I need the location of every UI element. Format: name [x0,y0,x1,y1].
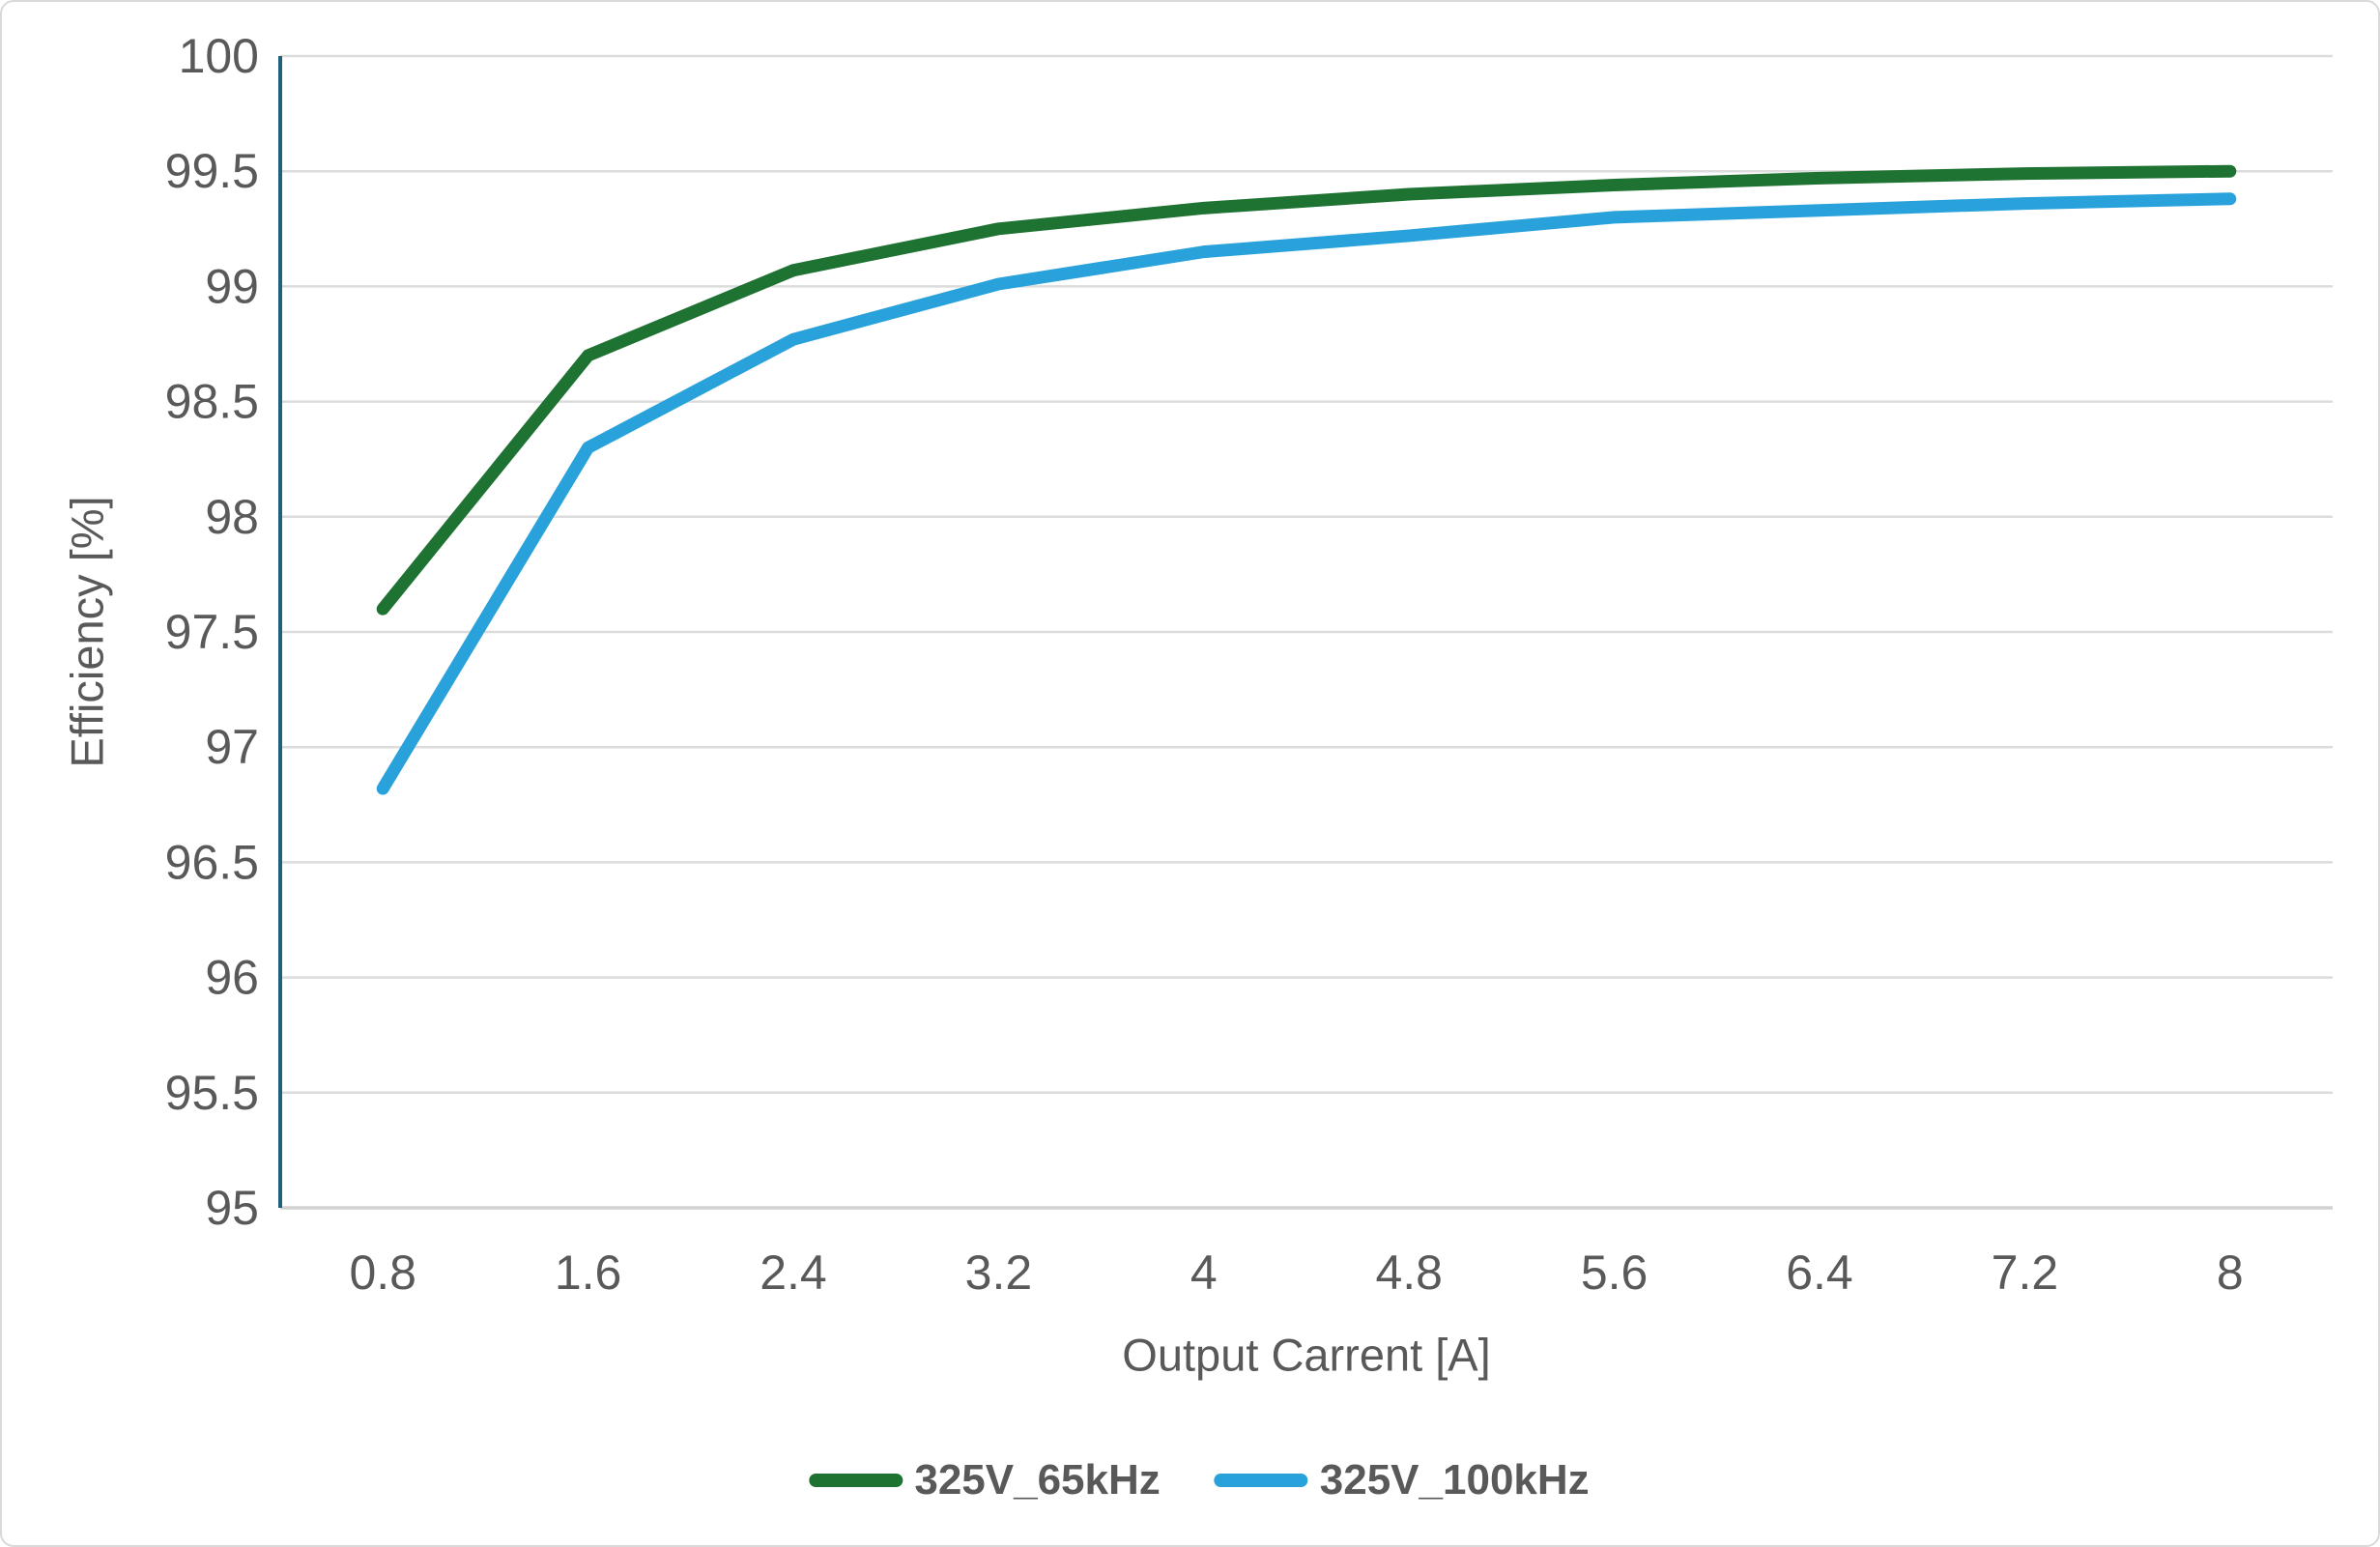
series-line-325V_65kHz [376,164,2237,616]
legend-item-100khz: 325V_100kHz [1214,1456,1590,1504]
y-tick-label: 96.5 [165,835,259,889]
x-tick-label: 0.8 [349,1246,416,1300]
y-tick-label: 99 [205,259,259,313]
legend: 325V_65kHz 325V_100kHz [809,1456,1590,1504]
x-tick-label: 5.6 [1581,1246,1649,1300]
y-tick-label: 97.5 [165,605,259,659]
x-tick-label: 4.8 [1375,1246,1443,1300]
legend-label-65khz: 325V_65kHz [914,1456,1161,1504]
x-tick-label: 6.4 [1786,1246,1853,1300]
y-tick-label: 95.5 [165,1066,259,1120]
legend-item-65khz: 325V_65kHz [809,1456,1161,1504]
series-line-325V_100kHz [376,192,2237,795]
legend-swatch-65khz [809,1474,903,1487]
x-tick-label: 8 [2217,1246,2244,1300]
y-tick-label: 95 [205,1181,259,1235]
y-tick-label: 98.5 [165,375,259,429]
y-tick-label: 96 [205,951,259,1005]
y-tick-label: 100 [179,29,259,83]
y-axis-title: Efficiency [%] [61,496,113,768]
legend-swatch-100khz [1214,1474,1308,1487]
x-axis-title: Output Carrent [A] [1122,1329,1491,1381]
y-tick-label: 98 [205,490,259,544]
x-tick-label: 7.2 [1992,1246,2059,1300]
y-tick-label: 97 [205,720,259,774]
x-tick-label: 3.2 [965,1246,1033,1300]
x-tick-label: 1.6 [555,1246,622,1300]
legend-label-100khz: 325V_100kHz [1319,1456,1590,1504]
x-tick-label: 4 [1190,1246,1218,1300]
x-tick-label: 2.4 [760,1246,827,1300]
y-tick-label: 99.5 [165,144,259,198]
